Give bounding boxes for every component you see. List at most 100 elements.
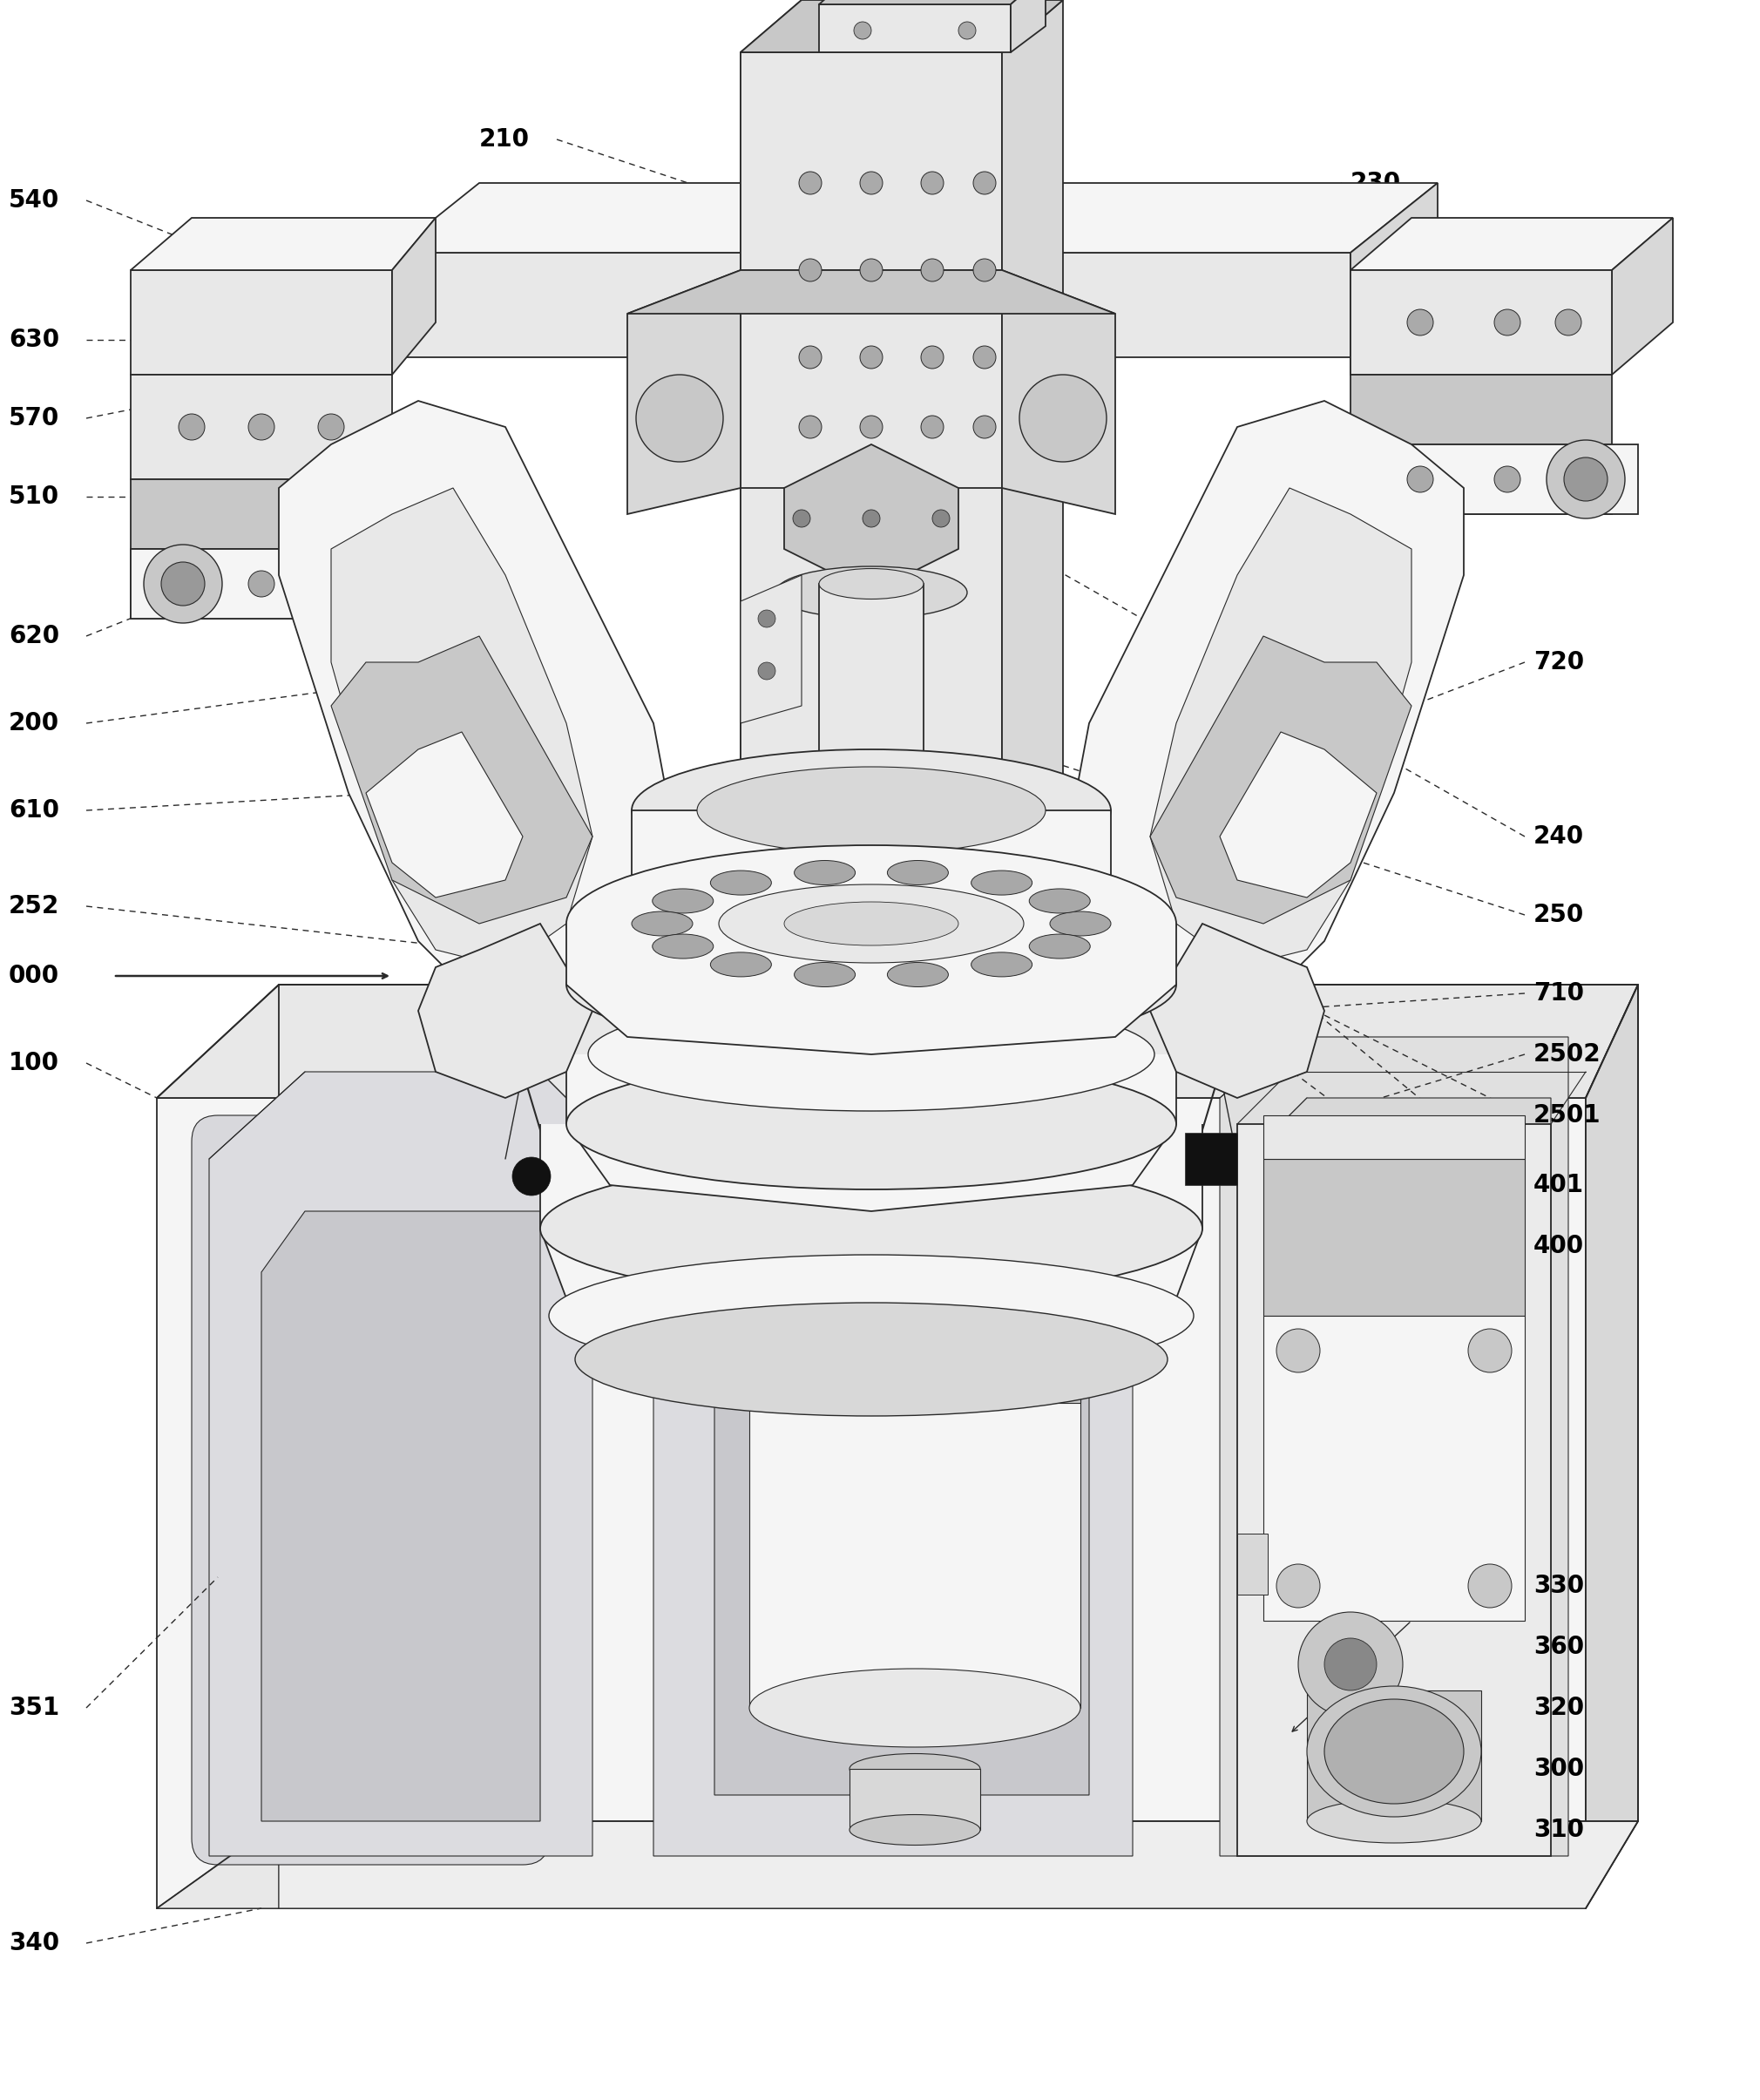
Bar (1237, 1533, 1267, 1594)
Circle shape (973, 172, 996, 195)
Polygon shape (130, 218, 436, 271)
Circle shape (959, 21, 975, 40)
Circle shape (1276, 1329, 1320, 1373)
Polygon shape (741, 0, 1063, 52)
Circle shape (319, 571, 345, 596)
Text: 360: 360 (1533, 1634, 1584, 1659)
Polygon shape (262, 1212, 540, 1821)
Ellipse shape (632, 750, 1111, 872)
Circle shape (861, 258, 882, 281)
Bar (1264, 1115, 1524, 1159)
Circle shape (1573, 300, 1598, 328)
Ellipse shape (972, 951, 1031, 977)
Ellipse shape (750, 1670, 1081, 1747)
Circle shape (1468, 1329, 1512, 1373)
Polygon shape (130, 479, 392, 548)
Ellipse shape (632, 844, 1111, 949)
Text: 300: 300 (1533, 1758, 1584, 1781)
Ellipse shape (750, 1321, 1081, 1399)
Polygon shape (392, 183, 1438, 252)
Ellipse shape (588, 998, 1155, 1111)
Circle shape (1276, 1564, 1320, 1609)
Polygon shape (392, 218, 436, 374)
Circle shape (933, 510, 950, 527)
Polygon shape (331, 636, 593, 924)
Circle shape (635, 374, 723, 462)
Text: 400: 400 (1533, 1235, 1584, 1258)
Polygon shape (567, 924, 1176, 1054)
Text: 330: 330 (1533, 1573, 1584, 1598)
Ellipse shape (850, 1814, 980, 1846)
Bar (632, 811, 1111, 897)
Polygon shape (157, 985, 1639, 1098)
Circle shape (973, 416, 996, 439)
Text: 500: 500 (1533, 424, 1584, 447)
Polygon shape (130, 374, 392, 479)
Circle shape (920, 416, 943, 439)
Polygon shape (366, 733, 523, 897)
Polygon shape (750, 1359, 1081, 1707)
Ellipse shape (711, 872, 771, 895)
Ellipse shape (540, 1159, 1202, 1298)
Circle shape (1556, 466, 1582, 491)
Circle shape (799, 347, 822, 370)
Ellipse shape (850, 1754, 980, 1785)
Circle shape (1324, 1638, 1376, 1690)
Polygon shape (130, 271, 392, 374)
Circle shape (1468, 1564, 1512, 1609)
Polygon shape (331, 487, 593, 968)
Polygon shape (1001, 271, 1116, 514)
Polygon shape (1001, 0, 1063, 1054)
Text: 351: 351 (9, 1695, 60, 1720)
Circle shape (512, 1157, 551, 1195)
Text: 2502: 2502 (1533, 1042, 1602, 1067)
Ellipse shape (711, 951, 771, 977)
Text: 200: 200 (9, 712, 60, 735)
Polygon shape (1149, 487, 1412, 968)
Text: 252: 252 (9, 895, 60, 918)
Polygon shape (157, 1821, 278, 1909)
Polygon shape (741, 575, 801, 722)
Polygon shape (1350, 271, 1612, 374)
Circle shape (799, 258, 822, 281)
Text: 710: 710 (1533, 981, 1584, 1006)
Circle shape (1494, 466, 1521, 491)
Ellipse shape (1051, 911, 1111, 937)
Text: 320: 320 (1533, 1695, 1584, 1720)
Circle shape (799, 172, 822, 195)
Circle shape (861, 347, 882, 370)
Text: 630: 630 (9, 328, 60, 353)
Polygon shape (392, 252, 1350, 357)
Circle shape (799, 416, 822, 439)
Ellipse shape (1324, 1699, 1464, 1804)
Circle shape (319, 414, 345, 441)
Ellipse shape (794, 962, 855, 987)
Polygon shape (130, 548, 392, 620)
Circle shape (248, 571, 275, 596)
FancyBboxPatch shape (192, 1115, 549, 1865)
Polygon shape (157, 1098, 1586, 1909)
Ellipse shape (794, 861, 855, 884)
Circle shape (144, 544, 222, 624)
Circle shape (1408, 309, 1433, 336)
Polygon shape (1220, 733, 1376, 897)
Circle shape (1019, 374, 1107, 462)
Circle shape (178, 571, 204, 596)
Text: 570: 570 (9, 405, 60, 430)
Ellipse shape (785, 901, 959, 945)
Polygon shape (1220, 1037, 1568, 1856)
Polygon shape (741, 271, 1001, 487)
Ellipse shape (1308, 1686, 1482, 1816)
Ellipse shape (718, 884, 1024, 964)
Text: 620: 620 (9, 624, 60, 649)
Polygon shape (741, 0, 801, 1054)
FancyBboxPatch shape (227, 1184, 505, 1829)
Polygon shape (567, 1054, 1176, 1212)
Polygon shape (1264, 1317, 1524, 1621)
Text: 310: 310 (1533, 1819, 1584, 1842)
Bar (818, 584, 924, 775)
Polygon shape (818, 0, 1045, 4)
Circle shape (248, 414, 275, 441)
Ellipse shape (653, 888, 713, 913)
Bar (1264, 1159, 1524, 1317)
